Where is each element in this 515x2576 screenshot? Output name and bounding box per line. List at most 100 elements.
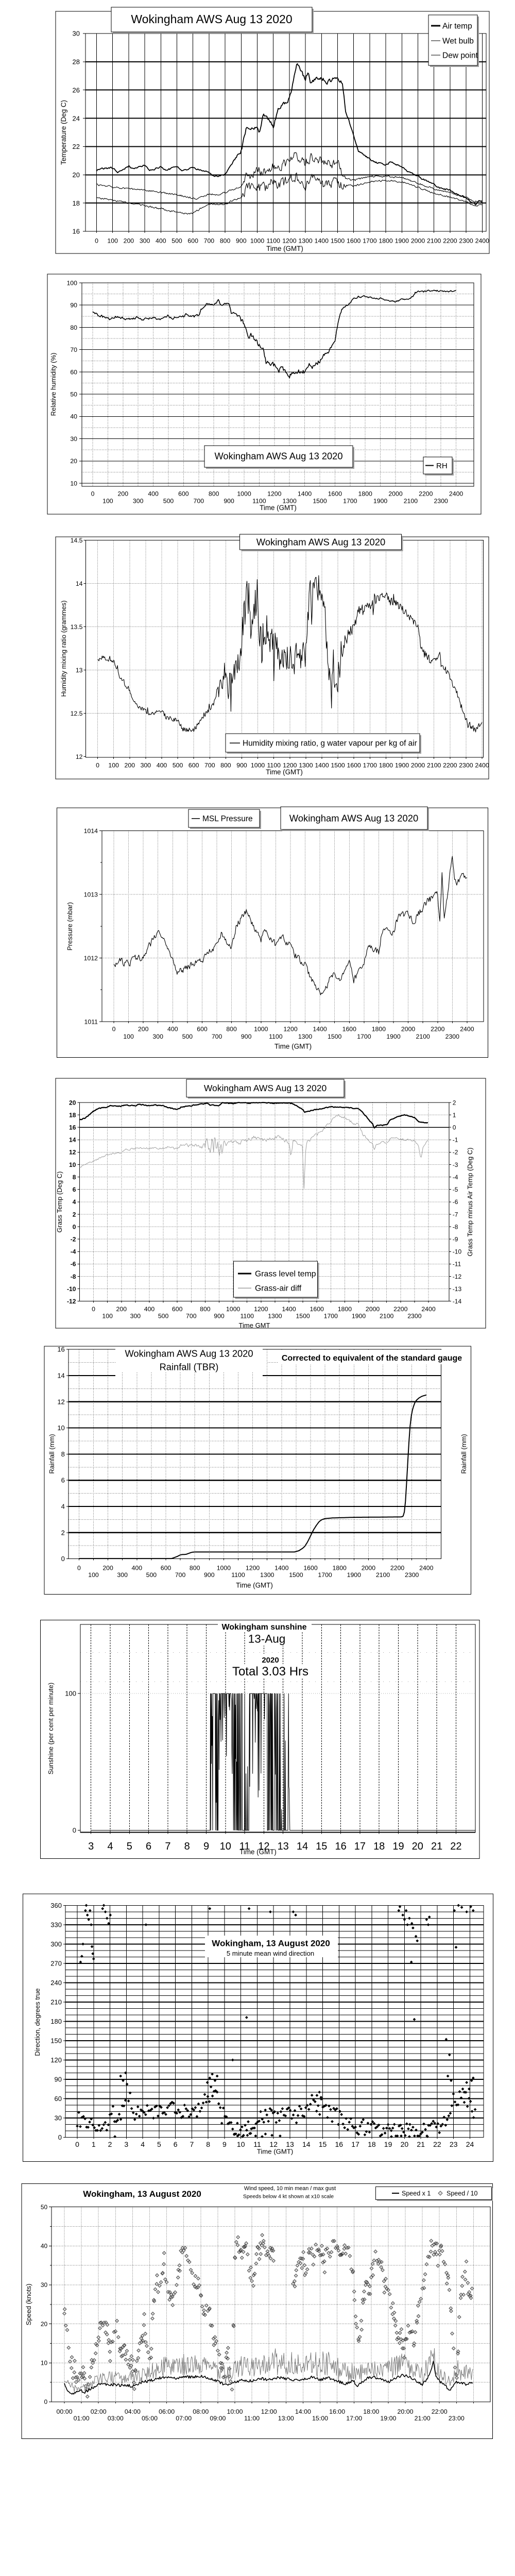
svg-text:1300: 1300 bbox=[268, 1312, 282, 1319]
svg-text:360: 360 bbox=[50, 1902, 62, 1909]
svg-text:1400: 1400 bbox=[315, 238, 329, 245]
svg-text:10: 10 bbox=[220, 1841, 231, 1852]
svg-text:600: 600 bbox=[197, 1025, 208, 1032]
svg-text:3: 3 bbox=[88, 1841, 94, 1852]
svg-text:1012: 1012 bbox=[84, 955, 98, 962]
svg-text:200: 200 bbox=[116, 1306, 127, 1313]
svg-text:22: 22 bbox=[450, 1841, 461, 1852]
svg-text:8: 8 bbox=[73, 1174, 76, 1181]
svg-text:100: 100 bbox=[102, 498, 113, 505]
svg-text:Time GMT: Time GMT bbox=[239, 1321, 270, 1329]
svg-text:03:00: 03:00 bbox=[108, 2415, 124, 2422]
svg-text:40: 40 bbox=[70, 413, 77, 420]
svg-text:2200: 2200 bbox=[443, 762, 457, 769]
svg-text:300: 300 bbox=[152, 1033, 163, 1040]
svg-text:1900: 1900 bbox=[395, 762, 409, 769]
svg-text:2: 2 bbox=[61, 1529, 65, 1536]
svg-text:1200: 1200 bbox=[283, 762, 297, 769]
svg-text:16: 16 bbox=[335, 2140, 344, 2148]
svg-text:40: 40 bbox=[41, 2243, 48, 2250]
svg-text:2: 2 bbox=[108, 2140, 112, 2148]
svg-text:800: 800 bbox=[220, 762, 231, 769]
svg-text:1000: 1000 bbox=[251, 762, 265, 769]
svg-text:1200: 1200 bbox=[246, 1565, 260, 1572]
svg-text:24: 24 bbox=[73, 114, 80, 122]
svg-text:10: 10 bbox=[70, 480, 77, 487]
svg-text:0: 0 bbox=[73, 1223, 76, 1230]
svg-text:1300: 1300 bbox=[299, 762, 313, 769]
svg-text:10:00: 10:00 bbox=[227, 2408, 243, 2415]
svg-text:700: 700 bbox=[194, 498, 204, 505]
svg-text:400: 400 bbox=[157, 762, 167, 769]
svg-text:10: 10 bbox=[57, 1424, 64, 1432]
svg-text:0: 0 bbox=[453, 1124, 456, 1131]
svg-text:1000: 1000 bbox=[226, 1306, 241, 1313]
svg-text:12:00: 12:00 bbox=[261, 2408, 277, 2415]
svg-text:4: 4 bbox=[73, 1198, 76, 1206]
svg-text:Rainfall (TBR): Rainfall (TBR) bbox=[160, 1362, 219, 1372]
svg-text:21: 21 bbox=[417, 2140, 425, 2148]
svg-text:30: 30 bbox=[41, 2281, 48, 2289]
svg-text:Air temp: Air temp bbox=[442, 22, 472, 31]
svg-text:1600: 1600 bbox=[328, 490, 342, 498]
svg-text:14: 14 bbox=[76, 580, 83, 587]
svg-text:Rainfall (mm): Rainfall (mm) bbox=[48, 1434, 56, 1473]
svg-text:2100: 2100 bbox=[404, 498, 418, 505]
svg-text:18: 18 bbox=[73, 199, 80, 207]
svg-text:1600: 1600 bbox=[347, 238, 361, 245]
svg-text:17: 17 bbox=[351, 2140, 359, 2148]
svg-text:2000: 2000 bbox=[362, 1565, 376, 1572]
svg-text:MSL Pressure: MSL Pressure bbox=[202, 815, 253, 823]
svg-text:1: 1 bbox=[453, 1111, 456, 1118]
svg-text:1600: 1600 bbox=[342, 1025, 357, 1032]
svg-text:700: 700 bbox=[204, 238, 215, 245]
svg-text:08:00: 08:00 bbox=[193, 2408, 209, 2415]
svg-text:4: 4 bbox=[61, 1503, 65, 1511]
svg-text:-8: -8 bbox=[453, 1223, 458, 1230]
svg-text:2400: 2400 bbox=[449, 490, 464, 498]
svg-text:120: 120 bbox=[50, 2056, 62, 2064]
svg-text:1100: 1100 bbox=[266, 238, 280, 245]
svg-text:100: 100 bbox=[107, 238, 118, 245]
svg-text:-2: -2 bbox=[71, 1236, 76, 1243]
svg-text:1700: 1700 bbox=[357, 1033, 371, 1040]
svg-text:30: 30 bbox=[70, 435, 77, 443]
svg-text:100: 100 bbox=[102, 1312, 113, 1319]
svg-text:02:00: 02:00 bbox=[91, 2408, 107, 2415]
svg-text:-6: -6 bbox=[71, 1261, 76, 1268]
svg-text:14:00: 14:00 bbox=[295, 2408, 311, 2415]
svg-text:900: 900 bbox=[224, 498, 234, 505]
svg-text:17:00: 17:00 bbox=[346, 2415, 362, 2422]
svg-text:Time (GMT): Time (GMT) bbox=[266, 245, 303, 252]
svg-text:1200: 1200 bbox=[283, 1025, 298, 1032]
svg-text:2000: 2000 bbox=[411, 238, 425, 245]
svg-text:300: 300 bbox=[50, 1940, 62, 1948]
svg-text:15: 15 bbox=[319, 2140, 327, 2148]
svg-text:11: 11 bbox=[253, 2140, 261, 2148]
svg-text:-9: -9 bbox=[453, 1236, 458, 1243]
svg-text:2300: 2300 bbox=[405, 1571, 419, 1579]
svg-text:50: 50 bbox=[70, 391, 77, 398]
svg-text:1600: 1600 bbox=[310, 1306, 324, 1313]
svg-text:18: 18 bbox=[69, 1111, 76, 1118]
svg-text:16: 16 bbox=[57, 1346, 64, 1353]
svg-text:180: 180 bbox=[50, 2018, 62, 2025]
svg-text:1013: 1013 bbox=[84, 891, 98, 898]
svg-text:12: 12 bbox=[269, 2140, 278, 2148]
svg-text:1000: 1000 bbox=[250, 238, 265, 245]
svg-text:Time (GMT): Time (GMT) bbox=[274, 1043, 312, 1050]
svg-text:14: 14 bbox=[57, 1372, 64, 1380]
svg-text:1400: 1400 bbox=[298, 490, 312, 498]
svg-text:500: 500 bbox=[173, 762, 183, 769]
svg-text:800: 800 bbox=[200, 1306, 211, 1313]
svg-text:600: 600 bbox=[188, 762, 199, 769]
svg-text:9: 9 bbox=[203, 1841, 209, 1852]
svg-text:Wokingham AWS Aug 13 2020: Wokingham AWS Aug 13 2020 bbox=[289, 813, 418, 824]
svg-text:1011: 1011 bbox=[84, 1018, 98, 1025]
svg-text:1800: 1800 bbox=[333, 1565, 347, 1572]
svg-text:10: 10 bbox=[41, 2360, 48, 2367]
svg-text:23: 23 bbox=[450, 2140, 458, 2148]
svg-text:Sunshine (per cent per minute): Sunshine (per cent per minute) bbox=[47, 1683, 55, 1774]
svg-text:1000: 1000 bbox=[237, 490, 251, 498]
svg-text:500: 500 bbox=[171, 238, 182, 245]
